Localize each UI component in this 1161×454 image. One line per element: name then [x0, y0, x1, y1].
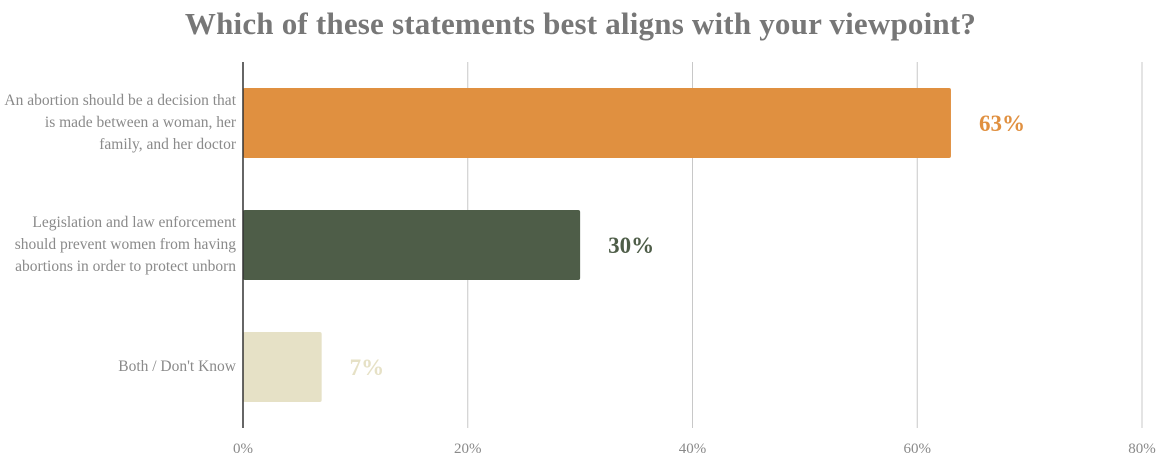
- x-tick-label-20: 20%: [454, 441, 482, 454]
- x-tick-label-0: 0%: [233, 441, 253, 454]
- x-tick-label-60: 60%: [904, 441, 932, 454]
- category-label-1: An abortion should be a decision that is…: [4, 92, 236, 153]
- data-label-3: 7%: [350, 355, 385, 380]
- bar-1: [243, 88, 951, 158]
- bar-2: [243, 210, 581, 280]
- bar-3: [243, 332, 322, 402]
- category-label-3: Both / Don't Know: [118, 358, 236, 375]
- category-label-2: Legislation and law enforcement should p…: [14, 214, 236, 275]
- x-tick-label-40: 40%: [679, 441, 707, 454]
- data-label-1: 63%: [979, 111, 1025, 136]
- data-label-2: 30%: [608, 233, 654, 258]
- chart-title: Which of these statements best aligns wi…: [184, 6, 977, 41]
- x-tick-label-80: 80%: [1128, 441, 1156, 454]
